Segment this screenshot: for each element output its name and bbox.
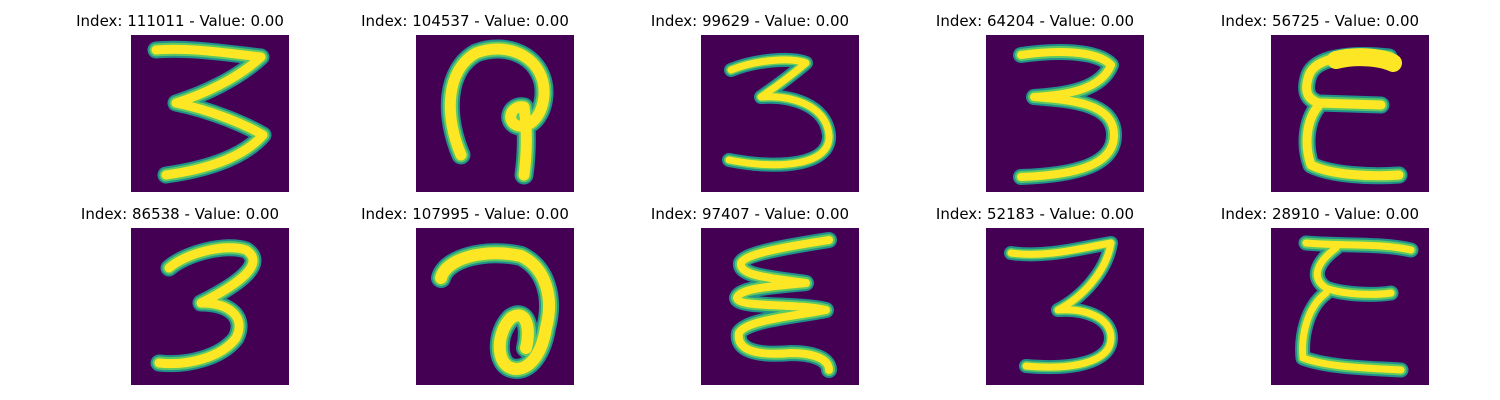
digit-image <box>416 228 574 385</box>
digit-stroke <box>131 228 289 385</box>
digit-image <box>986 228 1144 385</box>
image-panel: Index: 64204 - Value: 0.00 <box>885 0 1185 195</box>
digit-image <box>131 228 289 385</box>
image-panel: Index: 52183 - Value: 0.00 <box>885 193 1185 388</box>
digit-stroke <box>131 35 289 192</box>
digit-stroke <box>1271 228 1429 385</box>
digit-stroke <box>986 35 1144 192</box>
digit-image <box>1271 228 1429 385</box>
digit-stroke <box>986 228 1144 385</box>
panel-title: Index: 56725 - Value: 0.00 <box>1170 11 1470 31</box>
image-panel: Index: 99629 - Value: 0.00 <box>600 0 900 195</box>
panel-title: Index: 107995 - Value: 0.00 <box>315 204 615 224</box>
image-panel: Index: 28910 - Value: 0.00 <box>1170 193 1470 388</box>
image-panel: Index: 111011 - Value: 0.00 <box>30 0 330 195</box>
image-panel: Index: 86538 - Value: 0.00 <box>30 193 330 388</box>
digit-stroke <box>701 35 859 192</box>
panel-title: Index: 52183 - Value: 0.00 <box>885 204 1185 224</box>
panel-title: Index: 99629 - Value: 0.00 <box>600 11 900 31</box>
image-panel: Index: 97407 - Value: 0.00 <box>600 193 900 388</box>
digit-stroke <box>701 228 859 385</box>
digit-stroke <box>416 228 574 385</box>
digit-stroke <box>416 35 574 192</box>
digit-image <box>986 35 1144 192</box>
digit-image <box>131 35 289 192</box>
panel-title: Index: 28910 - Value: 0.00 <box>1170 204 1470 224</box>
image-panel: Index: 104537 - Value: 0.00 <box>315 0 615 195</box>
panel-title: Index: 97407 - Value: 0.00 <box>600 204 900 224</box>
panel-title: Index: 104537 - Value: 0.00 <box>315 11 615 31</box>
digit-image <box>1271 35 1429 192</box>
image-panel: Index: 107995 - Value: 0.00 <box>315 193 615 388</box>
panel-title: Index: 64204 - Value: 0.00 <box>885 11 1185 31</box>
digit-image <box>416 35 574 192</box>
panel-title: Index: 111011 - Value: 0.00 <box>30 11 330 31</box>
digit-image <box>701 228 859 385</box>
digit-image <box>701 35 859 192</box>
image-panel: Index: 56725 - Value: 0.00 <box>1170 0 1470 195</box>
panel-title: Index: 86538 - Value: 0.00 <box>30 204 330 224</box>
digit-stroke <box>1271 35 1429 192</box>
